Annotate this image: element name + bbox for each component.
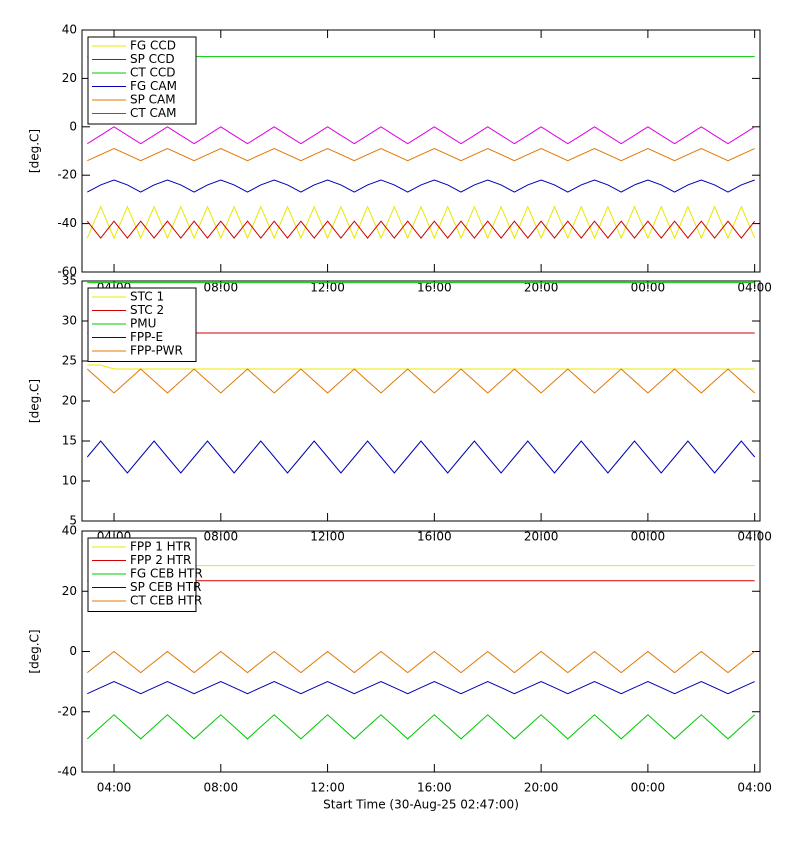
y-tick-label: 20 [62,394,77,408]
x-tick-label: 20:00 [524,781,559,795]
x-tick-label: 12:00 [310,781,345,795]
legend-box [87,287,197,362]
y-axis-label: [deg.C] [28,629,42,673]
y-tick-label: 10 [62,474,77,488]
legend-label: FPP 1 HTR [130,540,191,554]
y-tick-label: 40 [62,524,77,538]
series-line [86,368,756,394]
legend-label: CT CCD [130,66,176,80]
x-tick-label: 04:00 [97,781,132,795]
series-line [86,205,756,240]
x-tick-label: 00:00 [631,781,666,795]
y-tick-label: -60 [57,265,77,279]
series-line [87,179,755,193]
legend-label: STC 2 [130,303,164,317]
legend-label: SP CAM [130,93,176,107]
x-tick-label: 16:00 [417,781,452,795]
legend-label: FPP 2 HTR [130,553,191,567]
x-tick-label: 08:00 [204,781,239,795]
plot-frame [81,29,761,273]
x-tick-label: 04:00 [737,781,772,795]
x-axis-label: Start Time (30-Aug-25 02:47:00) [323,798,519,812]
y-tick-label: 30 [62,314,77,328]
legend-label: STC 1 [130,290,164,304]
y-tick-label: 40 [62,23,77,37]
y-tick-label: -20 [57,168,77,182]
series-line [86,220,756,239]
legend-label: CT CEB HTR [130,594,202,608]
y-tick-label: -40 [57,216,77,230]
legend-label: FG CEB HTR [130,567,203,581]
series-line [86,650,756,674]
legend-label: SP CEB HTR [130,580,201,594]
legend-label: PMU [130,317,156,331]
series-line [87,126,755,145]
y-tick-label: 25 [62,354,77,368]
legend-label: FPP-E [130,330,163,344]
series-line [86,440,756,474]
legend-box [87,537,197,612]
y-tick-label: 35 [62,274,77,288]
y-axis-label: [deg.C] [28,379,42,423]
legend-label: FG CAM [130,79,177,93]
y-tick-label: 5 [69,514,77,528]
series-line [86,714,756,740]
series-line [87,148,755,162]
y-tick-label: -20 [57,704,77,718]
legend-label: FG CCD [130,39,176,53]
y-tick-label: 0 [69,644,77,658]
y-tick-label: 20 [62,71,77,85]
y-tick-label: 0 [69,119,77,133]
legend-label: SP CCD [130,52,175,66]
y-tick-label: -40 [57,765,77,779]
series-line [87,681,755,695]
series-line [87,364,755,370]
legend-label: FPP-PWR [130,344,183,358]
y-tick-label: 20 [62,584,77,598]
legend-label: CT CAM [130,106,176,120]
y-axis-label: [deg.C] [28,129,42,173]
legend-box [87,36,197,125]
y-tick-label: 15 [62,434,77,448]
